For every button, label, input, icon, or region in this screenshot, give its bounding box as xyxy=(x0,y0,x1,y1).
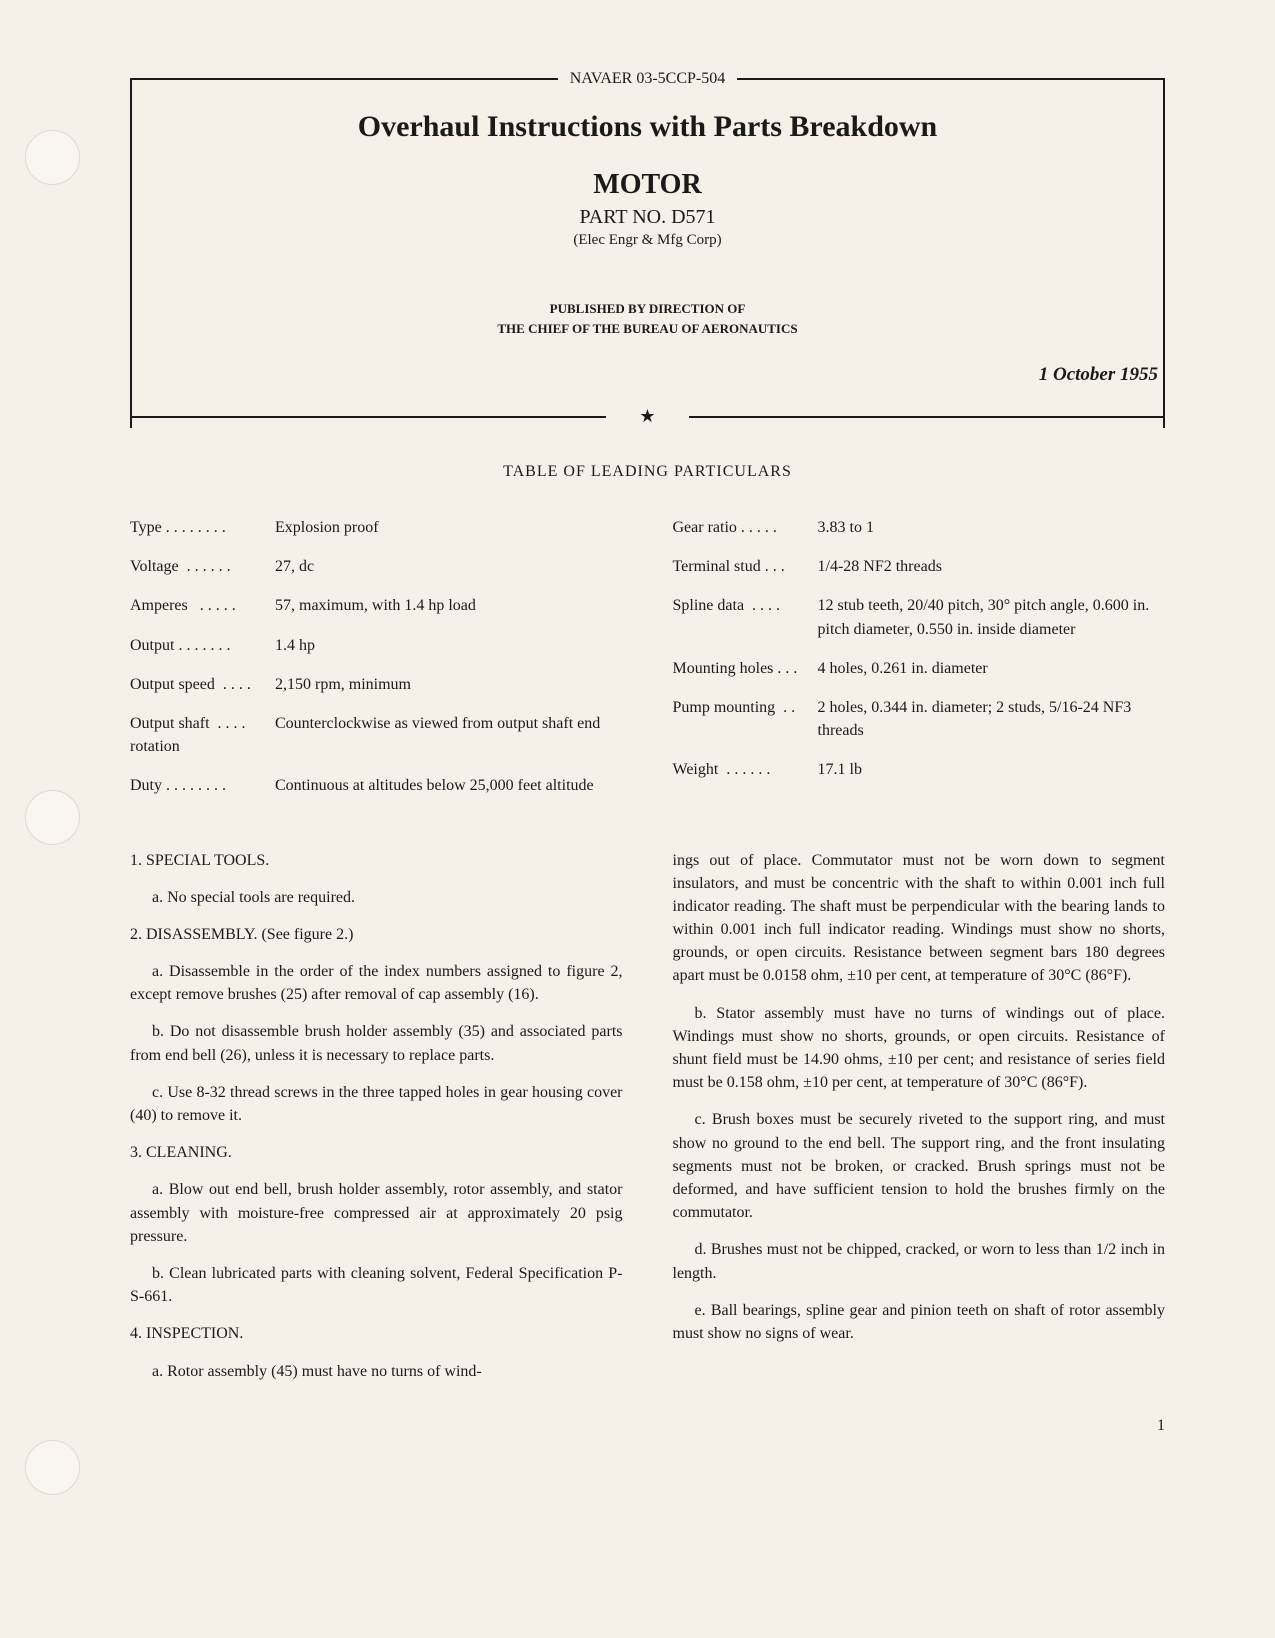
paragraph: a. Rotor assembly (45) must have no turn… xyxy=(130,1360,623,1383)
paragraph: a. Blow out end bell, brush holder assem… xyxy=(130,1178,623,1248)
body-left-column: 1. SPECIAL TOOLS. a. No special tools are… xyxy=(130,849,623,1397)
particular-row: Gear ratio . . . . .3.83 to 1 xyxy=(673,516,1166,539)
paragraph: a. No special tools are required. xyxy=(130,886,623,909)
particular-value: 1.4 hp xyxy=(275,634,623,657)
particular-row: Voltage . . . . . .27, dc xyxy=(130,555,623,578)
particular-value: Continuous at altitudes below 25,000 fee… xyxy=(275,774,623,797)
particular-label: Mounting holes . . . xyxy=(673,657,818,680)
particular-row: Duty . . . . . . . .Continuous at altitu… xyxy=(130,774,623,797)
particular-row: Mounting holes . . .4 holes, 0.261 in. d… xyxy=(673,657,1166,680)
particular-value: 1/4-28 NF2 threads xyxy=(818,555,1166,578)
particular-value: 12 stub teeth, 20/40 pitch, 30° pitch an… xyxy=(818,594,1166,640)
particular-row: Weight . . . . . .17.1 lb xyxy=(673,758,1166,781)
manufacturer: (Elec Engr & Mfg Corp) xyxy=(162,232,1133,249)
punch-hole xyxy=(25,130,80,185)
paragraph: b. Do not disassemble brush holder assem… xyxy=(130,1020,623,1066)
particular-row: Type . . . . . . . .Explosion proof xyxy=(130,516,623,539)
particular-value: 3.83 to 1 xyxy=(818,516,1166,539)
particular-row: Pump mounting . .2 holes, 0.344 in. diam… xyxy=(673,696,1166,742)
particulars-left-column: Type . . . . . . . .Explosion proofVolta… xyxy=(130,516,623,814)
particular-label: Spline data . . . . xyxy=(673,594,818,640)
particulars-right-column: Gear ratio . . . . .3.83 to 1Terminal st… xyxy=(673,516,1166,814)
punch-hole xyxy=(25,1440,80,1495)
published-line-2: THE CHIEF OF THE BUREAU OF AERONAUTICS xyxy=(497,321,797,336)
particular-label: Duty . . . . . . . . xyxy=(130,774,275,797)
particular-row: Amperes . . . . .57, maximum, with 1.4 h… xyxy=(130,594,623,617)
paragraph: b. Stator assembly must have no turns of… xyxy=(673,1002,1166,1095)
particular-value: 57, maximum, with 1.4 hp load xyxy=(275,594,623,617)
particular-row: Output . . . . . . .1.4 hp xyxy=(130,634,623,657)
paragraph: c. Brush boxes must be securely riveted … xyxy=(673,1108,1166,1224)
published-by: PUBLISHED BY DIRECTION OF THE CHIEF OF T… xyxy=(162,299,1133,338)
particular-value: Counterclockwise as viewed from output s… xyxy=(275,712,623,758)
header-box: Overhaul Instructions with Parts Breakdo… xyxy=(130,78,1165,368)
part-number: PART NO. D571 xyxy=(162,206,1133,229)
particular-value: 27, dc xyxy=(275,555,623,578)
particular-value: Explosion proof xyxy=(275,516,623,539)
particular-value: 2 holes, 0.344 in. diameter; 2 studs, 5/… xyxy=(818,696,1166,742)
published-line-1: PUBLISHED BY DIRECTION OF xyxy=(550,301,746,316)
paragraph: b. Clean lubricated parts with cleaning … xyxy=(130,1262,623,1308)
page-number: 1 xyxy=(130,1417,1165,1435)
paragraph: d. Brushes must not be chipped, cracked,… xyxy=(673,1238,1166,1284)
particular-value: 17.1 lb xyxy=(818,758,1166,781)
body-right-column: ings out of place. Commutator must not b… xyxy=(673,849,1166,1397)
particular-label: Amperes . . . . . xyxy=(130,594,275,617)
particular-value: 4 holes, 0.261 in. diameter xyxy=(818,657,1166,680)
particular-value: 2,150 rpm, minimum xyxy=(275,673,623,696)
section-heading: 3. CLEANING. xyxy=(130,1141,623,1164)
document-number: NAVAER 03-5CCP-504 xyxy=(558,70,737,88)
body-text: 1. SPECIAL TOOLS. a. No special tools are… xyxy=(130,849,1165,1397)
paragraph: e. Ball bearings, spline gear and pinion… xyxy=(673,1299,1166,1345)
section-heading: 2. DISASSEMBLY. (See figure 2.) xyxy=(130,923,623,946)
particular-label: Voltage . . . . . . xyxy=(130,555,275,578)
particular-label: Gear ratio . . . . . xyxy=(673,516,818,539)
star-divider: ★ xyxy=(132,404,1163,428)
section-heading: 4. INSPECTION. xyxy=(130,1322,623,1345)
particulars-table: Type . . . . . . . .Explosion proofVolta… xyxy=(130,516,1165,814)
header-bottom-rule: 1 October 1955 ★ xyxy=(130,364,1165,428)
motor-title: MOTOR xyxy=(162,169,1133,201)
particular-row: Terminal stud . . .1/4-28 NF2 threads xyxy=(673,555,1166,578)
particular-label: Type . . . . . . . . xyxy=(130,516,275,539)
table-heading: TABLE OF LEADING PARTICULARS xyxy=(130,463,1165,481)
particular-row: Spline data . . . .12 stub teeth, 20/40 … xyxy=(673,594,1166,640)
particular-label: Terminal stud . . . xyxy=(673,555,818,578)
particular-row: Output speed . . . .2,150 rpm, minimum xyxy=(130,673,623,696)
paragraph-continuation: ings out of place. Commutator must not b… xyxy=(673,849,1166,988)
paragraph: a. Disassemble in the order of the index… xyxy=(130,960,623,1006)
publication-date: 1 October 1955 xyxy=(132,364,1158,386)
section-heading: 1. SPECIAL TOOLS. xyxy=(130,849,623,872)
particular-label: Output shaft . . . . rotation xyxy=(130,712,275,758)
punch-hole xyxy=(25,790,80,845)
paragraph: c. Use 8-32 thread screws in the three t… xyxy=(130,1081,623,1127)
particular-label: Weight . . . . . . xyxy=(673,758,818,781)
particular-label: Pump mounting . . xyxy=(673,696,818,742)
particular-label: Output . . . . . . . xyxy=(130,634,275,657)
particular-row: Output shaft . . . . rotationCountercloc… xyxy=(130,712,623,758)
main-title: Overhaul Instructions with Parts Breakdo… xyxy=(162,110,1133,144)
particular-label: Output speed . . . . xyxy=(130,673,275,696)
star-icon: ★ xyxy=(639,406,655,427)
